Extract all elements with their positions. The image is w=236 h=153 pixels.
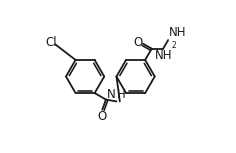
Text: NH: NH xyxy=(169,26,186,39)
Text: H: H xyxy=(117,88,126,101)
Text: 2: 2 xyxy=(171,41,176,50)
Text: O: O xyxy=(98,110,107,123)
Text: N: N xyxy=(107,88,116,101)
Text: O: O xyxy=(133,36,142,49)
Text: Cl: Cl xyxy=(46,36,57,49)
Text: NH: NH xyxy=(154,49,172,62)
